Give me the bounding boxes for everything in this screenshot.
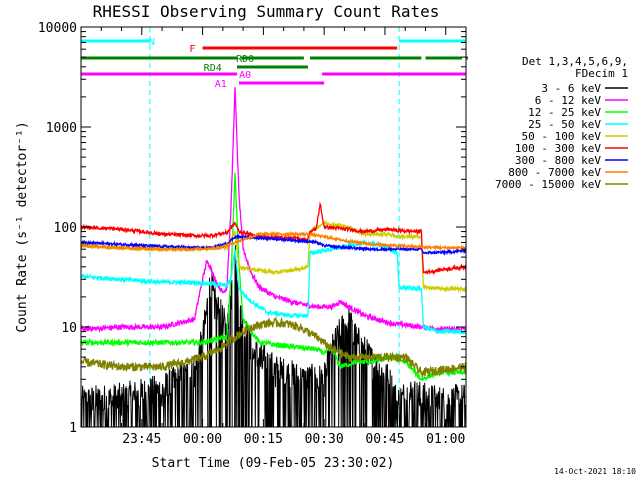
series-line-800-7000-kev: [80, 230, 467, 253]
legend-label-3-6-kev: 3 - 6 keV: [541, 82, 601, 95]
legend-label-300-800-kev: 300 - 800 keV: [515, 154, 601, 167]
x-tick-label-00-30: 00:30: [305, 432, 344, 447]
y-tick-label-10: 10: [61, 321, 77, 336]
legend-label-800-7000-kev: 800 - 7000 keV: [508, 166, 601, 179]
x-tick-label-00-00: 00:00: [183, 432, 222, 447]
x-tick-label-00-45: 00:45: [365, 432, 404, 447]
series-line-50-100-kev: [80, 219, 467, 294]
x-tick-label-01-00: 01:00: [426, 432, 465, 447]
axes: 23:45 00:00 00:15 00:30 00:45 01:00 1 10 100 1000…: [38, 21, 467, 447]
series-line-25-50-kev: [80, 239, 467, 336]
flag-label-rd0: RD0: [236, 54, 254, 65]
series-lines: [80, 87, 467, 428]
series-line-6-12-kev: [80, 87, 467, 334]
timestamp: 14-Oct-2021 18:10: [554, 467, 636, 476]
series-line-7000-15000-kev: [80, 316, 467, 378]
x-tick-label-00-15: 00:15: [244, 432, 283, 447]
series-line-300-800-kev: [80, 233, 467, 256]
legend-label-50-100-kev: 50 - 100 keV: [522, 130, 602, 143]
flag-label-f: F: [189, 44, 195, 55]
x-axis-label: Start Time (09-Feb-05 23:30:02): [152, 456, 395, 471]
legend-label-25-50-kev: 25 - 50 keV: [528, 118, 601, 131]
flag-label-a0: A0: [239, 70, 251, 81]
legend-label-12-25-kev: 12 - 25 keV: [528, 106, 601, 119]
x-tick-label-23-45: 23:45: [122, 432, 161, 447]
y-tick-label-10000: 10000: [38, 21, 77, 36]
y-tick-label-1: 1: [69, 421, 77, 436]
legend-header-line-0: Det 1,3,4,5,6,9,: [522, 55, 628, 68]
legend-label-6-12-kev: 6 - 12 keV: [535, 94, 602, 107]
y-axis-label: Count Rate (s⁻¹ detector⁻¹): [15, 121, 30, 332]
legend-header-line-1: FDecim 1: [575, 67, 628, 80]
legend-label-100-300-kev: 100 - 300 keV: [515, 142, 601, 155]
y-tick-label-100: 100: [54, 221, 77, 236]
flag-label-n: N: [149, 37, 155, 48]
flag-label-a1: A1: [215, 79, 227, 90]
y-tick-label-1000: 1000: [46, 121, 77, 136]
flag-label-rd4: RD4: [204, 63, 222, 74]
legend-label-7000-15000-kev: 7000 - 15000 keV: [495, 178, 601, 191]
chart-title: RHESSI Observing Summary Count Rates: [93, 2, 440, 21]
series-line-12-25-kev: [80, 172, 467, 382]
